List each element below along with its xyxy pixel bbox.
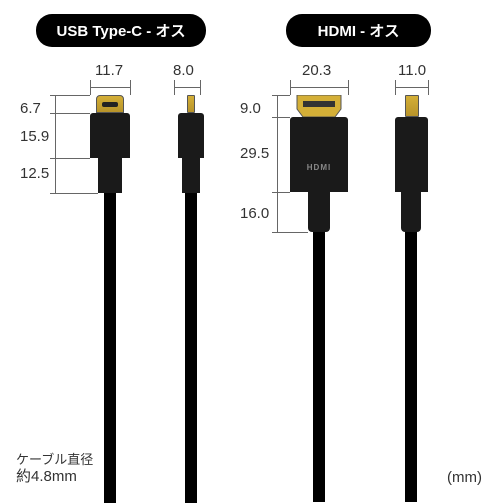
hdmi-front-connector: HDMI bbox=[290, 95, 348, 502]
dim-hdmi-neck-h: 16.0 bbox=[240, 205, 269, 222]
dim-line bbox=[290, 87, 348, 88]
dim-line bbox=[200, 80, 201, 95]
dim-line bbox=[174, 87, 200, 88]
dim-usb-c-body-h: 15.9 bbox=[20, 128, 49, 145]
dim-line bbox=[50, 158, 90, 159]
dim-line bbox=[348, 80, 349, 95]
usb-c-header: USB Type-C - オス bbox=[36, 14, 206, 47]
dim-usb-c-side-width: 8.0 bbox=[173, 62, 194, 79]
dim-line bbox=[272, 117, 290, 118]
dim-line bbox=[277, 95, 278, 232]
unit-label: (mm) bbox=[447, 469, 482, 486]
dim-line bbox=[395, 87, 428, 88]
dim-usb-c-tip-h: 6.7 bbox=[20, 100, 41, 117]
dim-hdmi-side-width: 11.0 bbox=[398, 62, 426, 79]
hdmi-side-connector bbox=[395, 95, 428, 502]
dim-hdmi-tip-h: 9.0 bbox=[240, 100, 261, 117]
dim-usb-c-neck-h: 12.5 bbox=[20, 165, 49, 182]
dim-line bbox=[130, 80, 131, 95]
dim-line bbox=[50, 95, 90, 96]
usb-c-front-connector bbox=[90, 95, 130, 503]
hdmi-plug-icon bbox=[295, 95, 343, 117]
dim-hdmi-width: 20.3 bbox=[302, 62, 331, 79]
dim-line bbox=[272, 95, 290, 96]
dim-line bbox=[90, 87, 130, 88]
dim-line bbox=[428, 80, 429, 95]
cable-diameter-value: 約4.8mm bbox=[16, 465, 77, 486]
dim-line bbox=[50, 113, 90, 114]
dim-line bbox=[55, 95, 56, 193]
hdmi-header: HDMI - オス bbox=[286, 14, 431, 47]
dim-line bbox=[272, 192, 290, 193]
dim-usb-c-width: 11.7 bbox=[95, 62, 123, 79]
usb-c-side-connector bbox=[178, 95, 204, 503]
dim-hdmi-body-h: 29.5 bbox=[240, 145, 269, 162]
